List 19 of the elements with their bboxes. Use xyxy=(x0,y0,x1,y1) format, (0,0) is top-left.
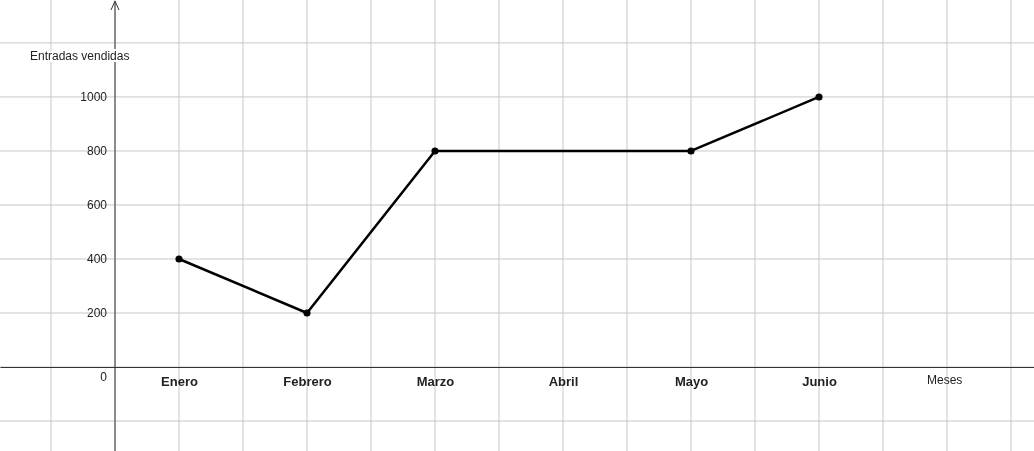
point xyxy=(815,93,823,101)
y-tick-label: 800 xyxy=(86,144,108,159)
y-axis-title: Entradas vendidas xyxy=(30,48,130,63)
point xyxy=(175,255,183,263)
y-tick-label: 0 xyxy=(100,369,108,384)
point xyxy=(303,309,311,317)
y-tick-label: 600 xyxy=(86,198,108,213)
x-tick-label: Junio xyxy=(802,374,837,390)
x-tick-label: Marzo xyxy=(416,374,455,390)
x-tick-label: Febrero xyxy=(283,374,332,390)
point xyxy=(687,147,695,155)
y-tick-label: 1000 xyxy=(80,90,108,105)
x-tick-label: Abril xyxy=(548,374,579,390)
x-tick-label: Mayo xyxy=(674,374,709,390)
y-tick-label: 400 xyxy=(86,252,108,267)
x-tick-label: Enero xyxy=(161,374,198,390)
y-tick-label: 200 xyxy=(86,306,108,321)
x-axis-title: Meses xyxy=(927,373,963,388)
point xyxy=(431,147,439,155)
